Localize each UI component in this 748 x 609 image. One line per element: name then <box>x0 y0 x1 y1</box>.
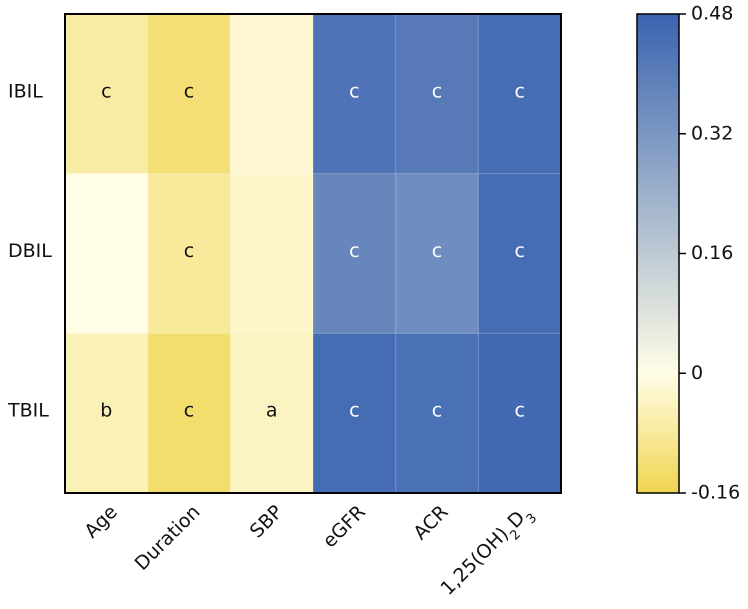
heatmap-cell <box>478 14 562 175</box>
significance-label: c <box>184 240 194 262</box>
row-label: IBIL <box>8 80 43 102</box>
significance-label: b <box>100 400 112 422</box>
colorbar-gradient <box>636 13 680 494</box>
significance-label: c <box>432 240 442 262</box>
significance-label: c <box>184 400 194 422</box>
colorbar-tick-label: 0.32 <box>691 122 733 144</box>
significance-label: c <box>514 240 524 262</box>
heatmap-cell <box>478 173 562 334</box>
column-label: Duration <box>131 501 205 575</box>
colorbar-tick-label: 0.48 <box>691 3 733 25</box>
heatmap-cells <box>65 14 562 494</box>
heatmap-cell <box>395 173 479 334</box>
heatmap-cell <box>65 333 149 494</box>
heatmap-cell <box>395 333 479 494</box>
heatmap-border <box>64 13 562 494</box>
significance-label: c <box>184 80 194 102</box>
heatmap-cell <box>478 333 562 494</box>
significance-label: c <box>349 80 359 102</box>
row-label: TBIL <box>7 400 49 422</box>
row-labels: IBIL DBIL TBIL <box>7 80 52 421</box>
column-label: Age <box>80 501 122 543</box>
column-label: eGFR <box>319 501 370 552</box>
heatmap-cell <box>65 14 149 175</box>
column-label: SBP <box>246 501 287 542</box>
significance-label: c <box>432 80 442 102</box>
significance-label: a <box>266 400 278 422</box>
colorbar-tick-label: 0.16 <box>691 242 733 264</box>
heatmap-cell <box>147 333 231 494</box>
heatmap-cell <box>147 173 231 334</box>
heatmap-cell <box>230 173 314 334</box>
heatmap-cell <box>395 14 479 175</box>
heatmap-cell <box>313 14 397 175</box>
column-label: ACR <box>409 501 452 544</box>
significance-label: c <box>349 400 359 422</box>
heatmap-gridlines <box>65 14 562 494</box>
significance-label: c <box>101 80 111 102</box>
heatmap-cell <box>230 14 314 175</box>
colorbar-tick-label: -0.16 <box>691 482 740 504</box>
heatmap-cell <box>230 333 314 494</box>
significance-label: c <box>432 400 442 422</box>
heatmap-cell <box>313 333 397 494</box>
significance-label: c <box>514 400 524 422</box>
heatmap-cell <box>65 173 149 334</box>
heatmap-cell <box>147 14 231 175</box>
significance-label: c <box>349 240 359 262</box>
colorbar-tick-label: 0 <box>691 362 703 384</box>
colorbar: 0.48 0.32 0.16 0 -0.16 <box>636 3 740 504</box>
heatmap-cell <box>313 173 397 334</box>
significance-labels: c c c c c c c c c b c a c c c <box>100 80 525 421</box>
row-label: DBIL <box>8 240 52 262</box>
significance-label: c <box>514 80 524 102</box>
